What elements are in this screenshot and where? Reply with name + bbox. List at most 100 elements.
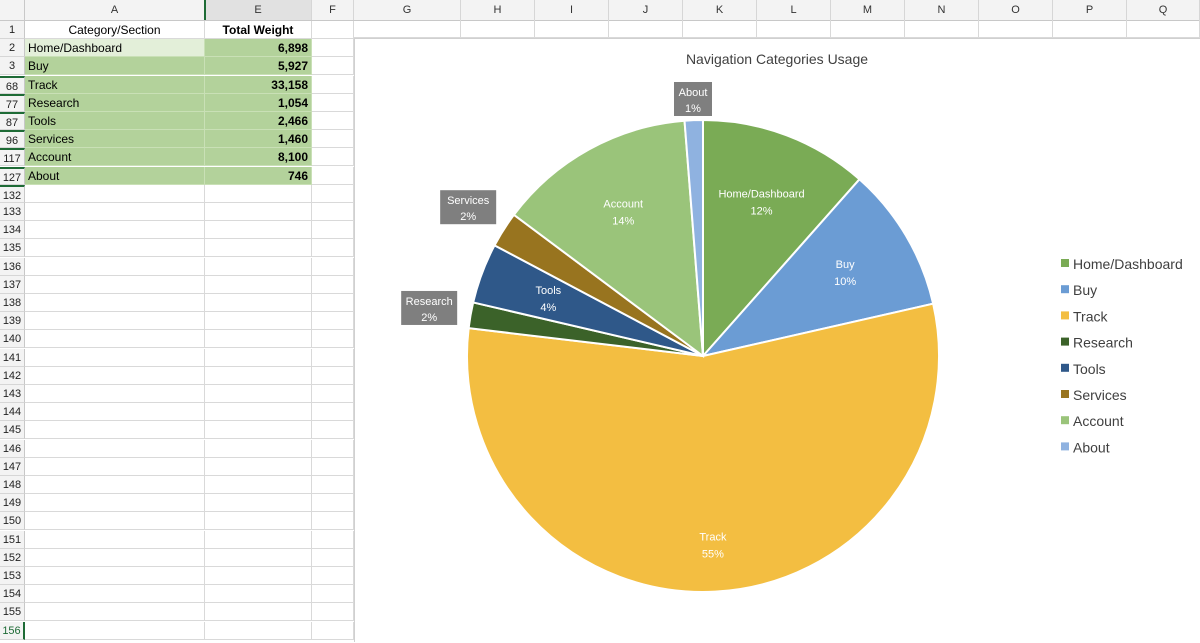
- cell-empty[interactable]: [312, 221, 354, 240]
- pie-slice-account[interactable]: [512, 119, 705, 359]
- cell-empty[interactable]: [354, 20, 461, 38]
- row-number[interactable]: 1: [0, 21, 25, 39]
- cell-empty[interactable]: [683, 20, 757, 38]
- cell-category[interactable]: [25, 221, 205, 240]
- cell-empty[interactable]: [312, 621, 354, 640]
- cell-empty[interactable]: [312, 603, 354, 622]
- cell-empty[interactable]: [312, 75, 354, 94]
- row-number[interactable]: 141: [0, 348, 25, 367]
- cell-category[interactable]: [25, 567, 205, 585]
- cell-category[interactable]: Buy: [25, 57, 205, 76]
- cell-empty[interactable]: [535, 20, 609, 38]
- cell-total-weight[interactable]: 746: [205, 166, 312, 185]
- cell-category[interactable]: [25, 603, 205, 622]
- cell-empty[interactable]: [312, 112, 354, 130]
- row-number[interactable]: 144: [0, 403, 25, 422]
- cell-empty[interactable]: [312, 548, 354, 567]
- cell-category[interactable]: [25, 275, 205, 294]
- cell-total-weight[interactable]: [205, 239, 312, 258]
- cell-empty[interactable]: [312, 184, 354, 203]
- cell-category[interactable]: Track: [25, 75, 205, 94]
- row-number[interactable]: 150: [0, 512, 25, 531]
- row-number[interactable]: 77: [0, 93, 25, 112]
- cell-total-weight[interactable]: [205, 494, 312, 513]
- row-number[interactable]: 148: [0, 476, 25, 494]
- cell-empty[interactable]: [312, 21, 354, 39]
- column-header-a[interactable]: A: [25, 0, 205, 20]
- cell-category[interactable]: [25, 294, 205, 312]
- cell-category[interactable]: [25, 439, 205, 458]
- row-number[interactable]: 138: [0, 294, 25, 312]
- row-number[interactable]: 154: [0, 585, 25, 604]
- cell-category[interactable]: [25, 403, 205, 422]
- row-number[interactable]: 147: [0, 457, 25, 476]
- column-header-o[interactable]: O: [979, 0, 1053, 20]
- cell-empty[interactable]: [312, 348, 354, 367]
- cell-empty[interactable]: [831, 20, 905, 38]
- column-header-f[interactable]: F: [312, 0, 354, 20]
- select-all-corner[interactable]: [0, 0, 25, 20]
- pie-slice-buy[interactable]: [700, 177, 935, 358]
- cell-total-weight[interactable]: 5,927: [205, 57, 312, 76]
- cell-total-weight[interactable]: [205, 184, 312, 203]
- cell-total-weight[interactable]: [205, 385, 312, 403]
- row-number[interactable]: 145: [0, 421, 25, 440]
- cell-category[interactable]: [25, 585, 205, 604]
- cell-total-weight[interactable]: [205, 421, 312, 440]
- column-header-e[interactable]: E: [205, 0, 312, 20]
- cell-total-weight[interactable]: [205, 312, 312, 331]
- cell-empty[interactable]: [312, 512, 354, 531]
- cell-category[interactable]: Research: [25, 93, 205, 112]
- row-number[interactable]: 136: [0, 257, 25, 276]
- column-header-h[interactable]: H: [461, 0, 535, 20]
- column-header-k[interactable]: K: [683, 0, 757, 20]
- cell-total-weight[interactable]: [205, 330, 312, 349]
- row-number[interactable]: 134: [0, 221, 25, 240]
- cell-total-weight[interactable]: 1,460: [205, 130, 312, 149]
- cell-empty[interactable]: [461, 20, 535, 38]
- row-number[interactable]: 153: [0, 567, 25, 585]
- row-number[interactable]: 140: [0, 330, 25, 349]
- row-number[interactable]: 152: [0, 548, 25, 567]
- cell-category[interactable]: [25, 621, 205, 640]
- cell-category[interactable]: [25, 512, 205, 531]
- cell-total-weight[interactable]: [205, 457, 312, 476]
- cell-empty[interactable]: [312, 385, 354, 403]
- row-number[interactable]: 155: [0, 603, 25, 622]
- cell-category[interactable]: [25, 421, 205, 440]
- row-number[interactable]: 156: [0, 621, 25, 640]
- cell-empty[interactable]: [609, 20, 683, 38]
- cell-category[interactable]: [25, 385, 205, 403]
- cell-total-weight[interactable]: 33,158: [205, 75, 312, 94]
- cell-empty[interactable]: [312, 366, 354, 385]
- cell-total-weight[interactable]: [205, 294, 312, 312]
- cell-category[interactable]: Account: [25, 148, 205, 167]
- row-number[interactable]: 3: [0, 57, 25, 76]
- cell-empty[interactable]: [312, 130, 354, 149]
- cell-category[interactable]: [25, 476, 205, 494]
- column-header-q[interactable]: Q: [1127, 0, 1200, 20]
- cell-empty[interactable]: [312, 93, 354, 112]
- row-number[interactable]: 87: [0, 112, 25, 130]
- cell-empty[interactable]: [312, 457, 354, 476]
- cell-empty[interactable]: [312, 148, 354, 167]
- cell-empty[interactable]: [979, 20, 1053, 38]
- cell-total-weight[interactable]: [205, 275, 312, 294]
- cell-total-weight[interactable]: [205, 439, 312, 458]
- cell-total-weight[interactable]: [205, 366, 312, 385]
- cell-category[interactable]: Services: [25, 130, 205, 149]
- row-number[interactable]: 133: [0, 203, 25, 221]
- pie-slice-home-dashboard[interactable]: [702, 118, 861, 359]
- pie-slice-about[interactable]: [683, 118, 704, 357]
- cell-total-weight[interactable]: [205, 348, 312, 367]
- column-header-l[interactable]: L: [757, 0, 831, 20]
- cell-empty[interactable]: [312, 39, 354, 58]
- cell-category[interactable]: [25, 494, 205, 513]
- cell-total-weight[interactable]: [205, 621, 312, 640]
- pie-chart[interactable]: Navigation Categories Usage Home/Dashboa…: [354, 38, 1200, 642]
- row-number[interactable]: 142: [0, 366, 25, 385]
- cell-total-weight[interactable]: [205, 603, 312, 622]
- cell-empty[interactable]: [312, 57, 354, 76]
- row-number[interactable]: 149: [0, 494, 25, 513]
- cell-empty[interactable]: [312, 585, 354, 604]
